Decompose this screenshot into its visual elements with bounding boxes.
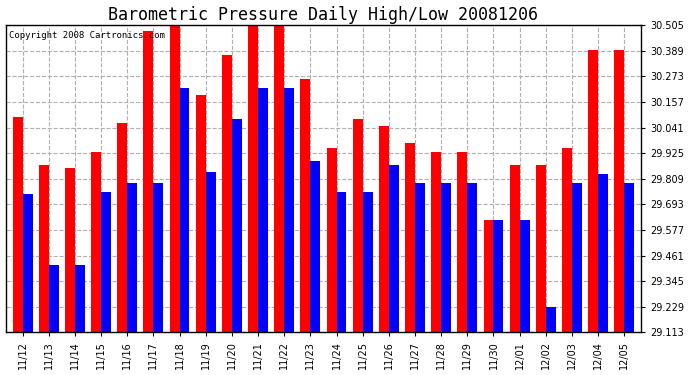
Bar [363, 192, 373, 332]
Bar [75, 265, 85, 332]
Bar [405, 143, 415, 332]
Title: Barometric Pressure Daily High/Low 20081206: Barometric Pressure Daily High/Low 20081… [108, 6, 538, 24]
Bar [572, 183, 582, 332]
Bar [12, 117, 23, 332]
Bar [310, 161, 320, 332]
Bar [222, 55, 232, 332]
Bar [415, 183, 425, 332]
Bar [274, 26, 284, 332]
Bar [300, 79, 310, 332]
Bar [614, 51, 624, 332]
Bar [179, 88, 190, 332]
Bar [232, 119, 241, 332]
Bar [196, 94, 206, 332]
Bar [484, 220, 493, 332]
Bar [588, 51, 598, 332]
Bar [258, 88, 268, 332]
Bar [284, 88, 294, 332]
Bar [624, 183, 634, 332]
Bar [65, 168, 75, 332]
Bar [510, 165, 520, 332]
Bar [457, 152, 467, 332]
Bar [170, 26, 179, 332]
Bar [467, 183, 477, 332]
Text: Copyright 2008 Cartronics.com: Copyright 2008 Cartronics.com [9, 31, 165, 40]
Bar [248, 26, 258, 332]
Bar [39, 165, 49, 332]
Bar [546, 307, 555, 332]
Bar [144, 31, 153, 332]
Bar [353, 119, 363, 332]
Bar [337, 192, 346, 332]
Bar [91, 152, 101, 332]
Bar [493, 220, 504, 332]
Bar [379, 126, 389, 332]
Bar [431, 152, 441, 332]
Bar [117, 123, 127, 332]
Bar [127, 183, 137, 332]
Bar [153, 183, 164, 332]
Bar [101, 192, 111, 332]
Bar [389, 165, 399, 332]
Bar [598, 174, 608, 332]
Bar [326, 148, 337, 332]
Bar [23, 194, 32, 332]
Bar [49, 265, 59, 332]
Bar [562, 148, 572, 332]
Bar [536, 165, 546, 332]
Bar [441, 183, 451, 332]
Bar [520, 220, 530, 332]
Bar [206, 172, 216, 332]
